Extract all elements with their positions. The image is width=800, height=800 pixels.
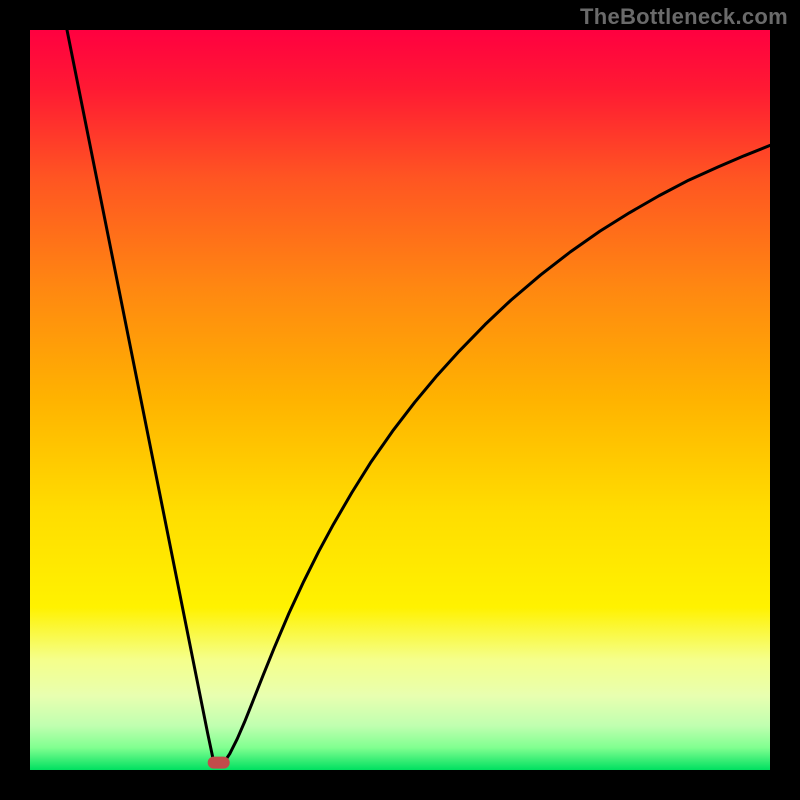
plot-svg [30, 30, 770, 770]
plot-area [30, 30, 770, 770]
min-marker [208, 757, 230, 769]
watermark-text: TheBottleneck.com [580, 4, 788, 30]
chart-container: TheBottleneck.com [0, 0, 800, 800]
